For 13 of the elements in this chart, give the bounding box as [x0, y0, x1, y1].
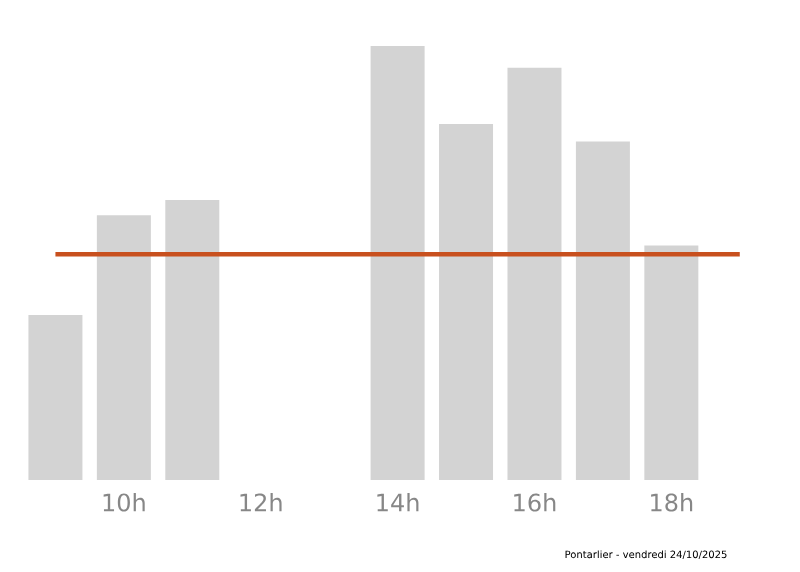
x-tick-label: 10h [103, 493, 145, 512]
bar [644, 245, 699, 480]
bar [96, 215, 151, 480]
bar [28, 315, 83, 480]
bar [439, 124, 494, 480]
x-tick-label: 16h [514, 493, 556, 512]
bar [370, 45, 425, 480]
bar [165, 200, 220, 480]
x-tick-label: 18h [651, 493, 693, 512]
bar [507, 67, 562, 480]
x-tick-label: 12h [240, 493, 282, 512]
bar [575, 141, 630, 480]
x-tick-label: 14h [377, 493, 419, 512]
